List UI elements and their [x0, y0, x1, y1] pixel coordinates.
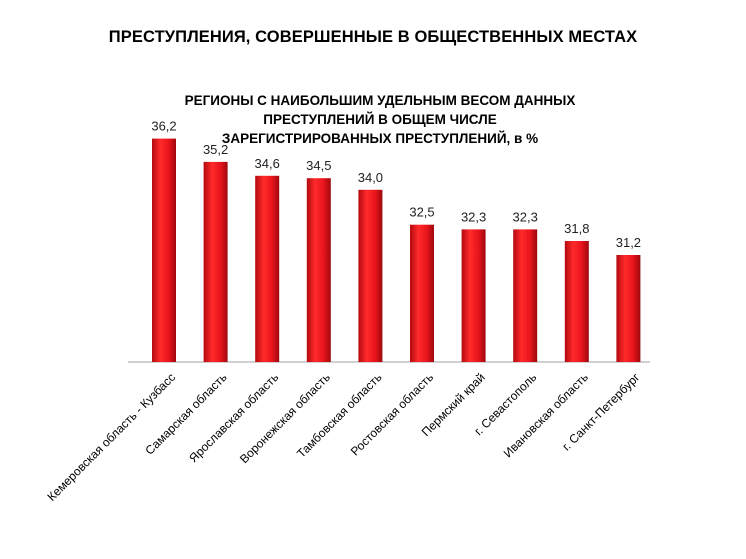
bar — [461, 229, 486, 362]
bar — [255, 175, 280, 362]
chart-title: РЕГИОНЫ С НАИБОЛЬШИМ УДЕЛЬНЫМ ВЕСОМ ДАНН… — [60, 91, 700, 148]
bar-value-label: 34,0 — [358, 170, 383, 185]
bar — [513, 229, 538, 362]
bar — [358, 189, 383, 362]
category-label: Ивановская область — [501, 370, 591, 460]
bar — [616, 255, 641, 362]
bar-value-label: 32,3 — [513, 209, 538, 224]
bar — [410, 224, 434, 362]
bar-value-label: 34,5 — [306, 158, 331, 173]
bar — [306, 178, 331, 362]
bar-value-label: 34,6 — [255, 156, 280, 171]
bar-value-label: 32,5 — [409, 205, 434, 220]
chart-title-line-3: ЗАРЕГИСТРИРОВАННЫХ ПРЕСТУПЛЕНИЙ, в % — [221, 131, 539, 146]
bar — [564, 241, 589, 362]
category-label: Тамбовская область — [294, 370, 384, 460]
bar-value-label: 31,2 — [616, 235, 641, 250]
page-title: ПРЕСТУПЛЕНИЯ, СОВЕРШЕННЫЕ В ОБЩЕСТВЕННЫХ… — [108, 28, 638, 46]
chart-title-line-1: РЕГИОНЫ С НАИБОЛЬШИМ УДЕЛЬНЫМ ВЕСОМ ДАНН… — [184, 93, 576, 108]
bar — [152, 138, 176, 362]
bar-value-label: 32,3 — [461, 209, 486, 224]
bar-value-label: 36,2 — [151, 119, 176, 134]
category-label: Воронежская область — [237, 370, 333, 466]
category-label: Ярославская область — [186, 370, 281, 465]
bar — [203, 161, 228, 362]
chart-title-line-2: ПРЕСТУПЛЕНИЙ В ОБЩЕМ ЧИСЛЕ — [263, 112, 497, 127]
bar-value-label: 35,2 — [203, 142, 228, 157]
bar-value-label: 31,8 — [564, 221, 589, 236]
